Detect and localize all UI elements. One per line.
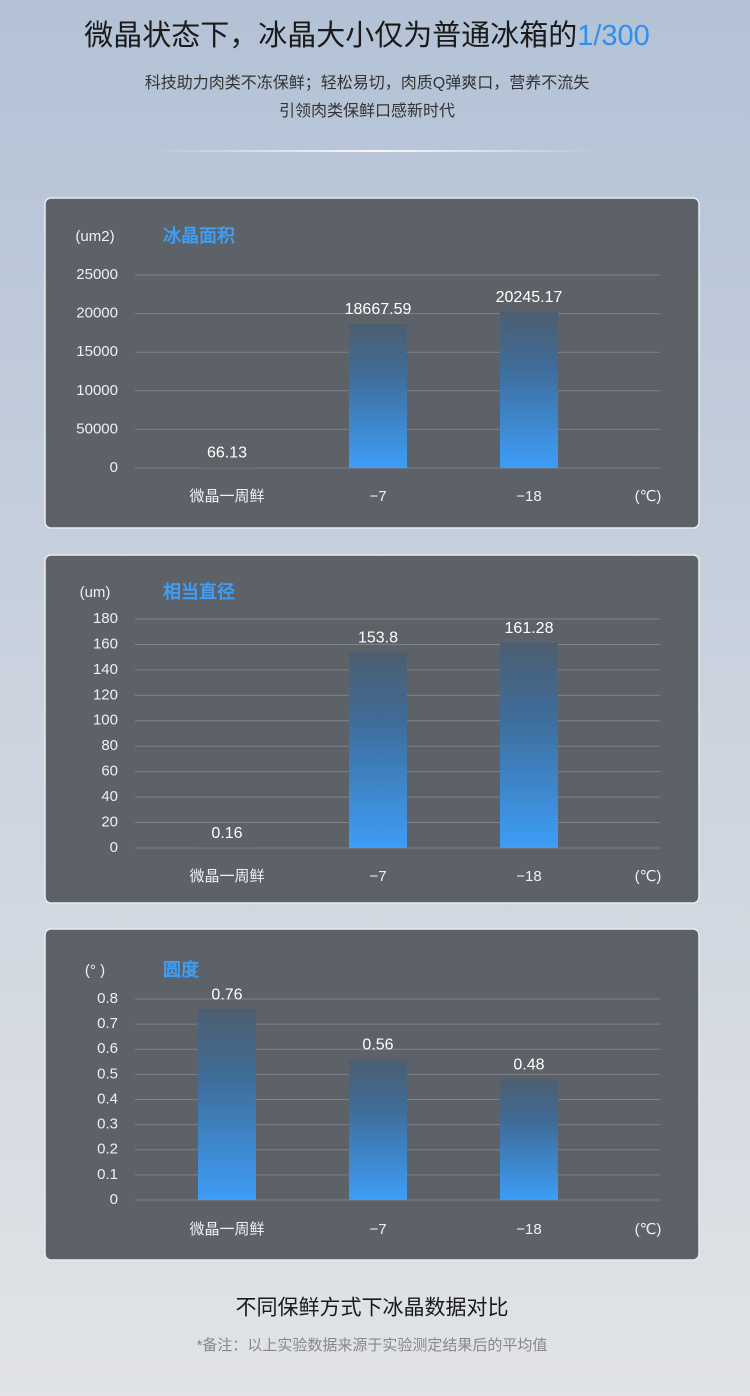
- y-tick-label: 120: [93, 686, 118, 703]
- bar: [500, 1079, 558, 1200]
- y-tick-label: 40: [101, 788, 118, 805]
- x-tick-label: −7: [369, 1221, 386, 1238]
- data-label: 66.13: [207, 445, 247, 462]
- y-tick-label: 50000: [76, 420, 118, 437]
- y-tick-label: 0.2: [97, 1141, 118, 1158]
- y-tick-label: 160: [93, 635, 118, 652]
- x-tick-label: −18: [516, 1221, 541, 1238]
- headline-text: 微晶状态下，冰晶大小仅为普通冰箱的: [84, 19, 577, 52]
- bar: [198, 1009, 256, 1200]
- y-tick-label: 0.3: [97, 1116, 118, 1133]
- bar: [500, 311, 558, 468]
- x-unit: (℃): [635, 868, 662, 885]
- x-tick-label: −18: [516, 868, 541, 885]
- y-tick-label: 0.6: [97, 1040, 118, 1057]
- y-tick-label: 20: [101, 814, 118, 831]
- data-label: 20245.17: [496, 289, 563, 306]
- subtitle: 引领肉类保鲜口感新时代: [279, 102, 455, 120]
- y-tick-label: 0: [110, 839, 118, 856]
- subtitle: 科技助力肉类不冻保鲜；轻松易切，肉质Q弹爽口，营养不流失: [145, 74, 589, 92]
- data-label: 0.48: [513, 1057, 544, 1074]
- headline-highlight: 1/300: [577, 20, 650, 52]
- y-tick-label: 15000: [76, 343, 118, 360]
- x-unit: (℃): [635, 488, 662, 505]
- bar: [349, 323, 407, 468]
- chart-title: 冰晶面积: [163, 225, 235, 246]
- separator: [150, 150, 600, 152]
- y-tick-label: 10000: [76, 382, 118, 399]
- x-unit: (℃): [635, 1221, 662, 1238]
- bar: [349, 652, 407, 848]
- y-tick-label: 0: [110, 1191, 118, 1208]
- x-tick-label: 微晶一周鲜: [189, 868, 264, 885]
- y-unit: (um): [80, 584, 111, 601]
- charts: (um2) 冰晶面积05000010000150002000025000(℃)微晶…: [44, 197, 700, 1261]
- y-tick-label: 20000: [76, 305, 118, 322]
- y-tick-label: 0.5: [97, 1065, 118, 1082]
- bar: [500, 642, 558, 848]
- data-label: 153.8: [358, 630, 398, 647]
- x-tick-label: −18: [516, 488, 541, 505]
- data-label: 0.56: [362, 1037, 393, 1054]
- data-label: 0.16: [211, 825, 242, 842]
- y-tick-label: 140: [93, 661, 118, 678]
- footer-title: 不同保鲜方式下冰晶数据对比: [236, 1297, 509, 1320]
- chart-title: 相当直径: [163, 581, 235, 602]
- data-label: 0.76: [211, 986, 242, 1003]
- y-tick-label: 0.8: [97, 990, 118, 1007]
- bar: [349, 1059, 407, 1200]
- y-tick-label: 0.4: [97, 1090, 118, 1107]
- y-tick-label: 0: [110, 459, 118, 476]
- chart-title: 圆度: [163, 959, 200, 980]
- x-tick-label: 微晶一周鲜: [189, 488, 264, 505]
- y-unit: (° ): [85, 962, 105, 979]
- y-tick-label: 80: [101, 737, 118, 754]
- y-tick-label: 0.1: [97, 1166, 118, 1183]
- data-label: 18667.59: [345, 301, 412, 318]
- x-tick-label: −7: [369, 868, 386, 885]
- y-tick-label: 0.7: [97, 1015, 118, 1032]
- y-tick-label: 100: [93, 712, 118, 729]
- headline: 微晶状态下，冰晶大小仅为普通冰箱的1/300: [84, 19, 650, 52]
- y-tick-label: 180: [93, 610, 118, 627]
- x-tick-label: 微晶一周鲜: [189, 1221, 264, 1238]
- footer-note: *备注：以上实验数据来源于实验测定结果后的平均值: [197, 1337, 548, 1354]
- y-tick-label: 25000: [76, 266, 118, 283]
- data-label: 161.28: [505, 620, 554, 637]
- y-unit: (um2): [75, 228, 114, 245]
- bar: [198, 467, 256, 468]
- x-tick-label: −7: [369, 488, 386, 505]
- y-tick-label: 60: [101, 763, 118, 780]
